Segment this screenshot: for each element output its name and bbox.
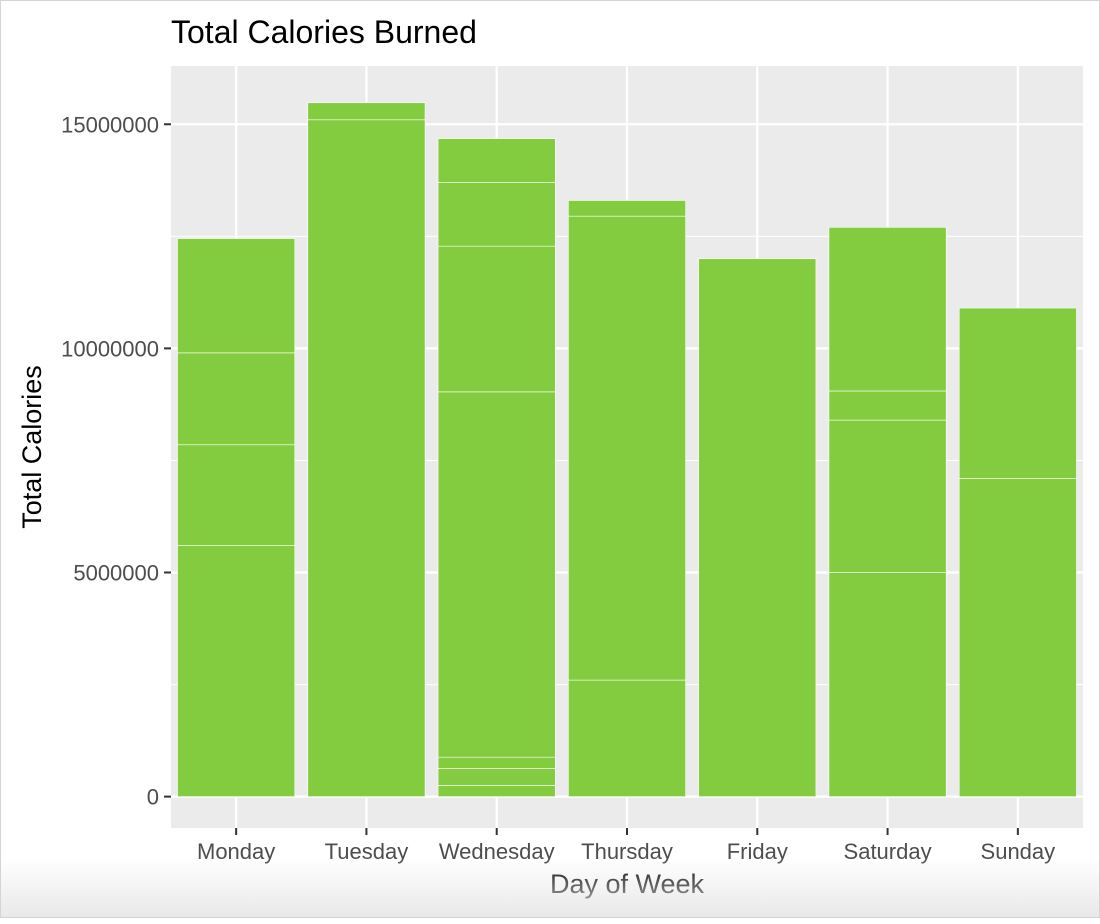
x-tick-label-tuesday: Tuesday <box>325 839 409 864</box>
bars <box>177 102 1077 797</box>
bar-segment-thursday <box>568 215 686 681</box>
x-axis: Monday Tuesday Wednesday Thursday Friday Satu… <box>197 828 1055 864</box>
x-tick-label-thursday: Thursday <box>581 839 673 864</box>
bar-segment-monday <box>177 545 296 797</box>
bar-segment-wednesday <box>437 768 556 786</box>
x-tick-label-saturday: Saturday <box>844 839 932 864</box>
bar-segment-tuesday <box>307 102 426 121</box>
bar-segment-tuesday <box>307 119 426 797</box>
y-axis: 0 5000000 10000000 15000000 <box>61 112 171 810</box>
bar-segment-wednesday <box>437 391 556 758</box>
bar-segment-thursday <box>568 200 686 217</box>
bar-segment-saturday <box>828 390 947 421</box>
bar-segment-friday <box>698 258 817 797</box>
chart-title: Total Calories Burned <box>171 14 477 50</box>
x-tick-label-sunday: Sunday <box>981 839 1056 864</box>
bar-segment-wednesday <box>437 785 556 797</box>
y-axis-title: Total Calories <box>17 365 47 529</box>
bar-segment-thursday <box>568 679 686 797</box>
bar-segment-monday <box>177 352 296 446</box>
bar-segment-saturday <box>828 572 947 797</box>
x-axis-title: Day of Week <box>550 869 705 899</box>
bar-segment-wednesday <box>437 138 556 183</box>
bar-segment-monday <box>177 238 296 354</box>
bar-segment-saturday <box>828 419 947 573</box>
bar-segment-sunday <box>958 478 1077 797</box>
bar-segment-wednesday <box>437 245 556 393</box>
y-tick-label: 10000000 <box>61 336 159 361</box>
bar-segment-wednesday <box>437 756 556 769</box>
y-tick-label: 0 <box>147 785 159 810</box>
bar-segment-monday <box>177 444 296 546</box>
x-tick-label-monday: Monday <box>197 839 275 864</box>
bar-segment-sunday <box>958 307 1077 479</box>
x-tick-label-wednesday: Wednesday <box>439 839 555 864</box>
y-tick-label: 5000000 <box>73 561 159 586</box>
y-tick-label: 15000000 <box>61 112 159 137</box>
x-tick-label-friday: Friday <box>727 839 788 864</box>
bar-segment-saturday <box>828 227 947 392</box>
bar-segment-wednesday <box>437 182 556 247</box>
